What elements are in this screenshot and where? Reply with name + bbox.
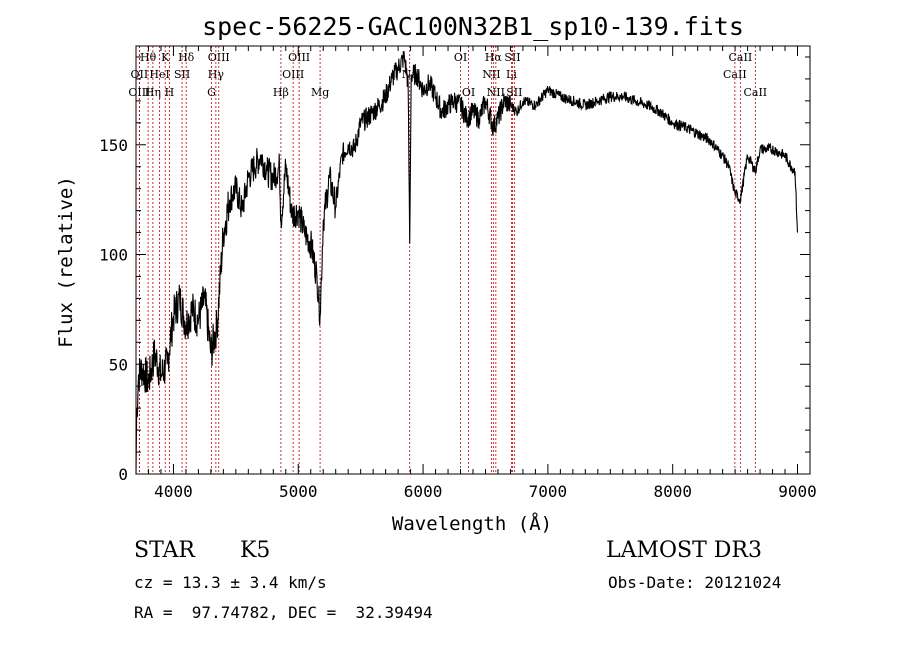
coordinates: RA = 97.74782, DEC = 32.39494 <box>134 603 433 622</box>
spectrum-line <box>135 51 799 475</box>
spectral-line-label: OI <box>462 86 475 99</box>
x-axis-label: Wavelength (Å) <box>392 512 552 535</box>
spectral-line-label: SII <box>506 86 522 99</box>
spectral-line-label: SII <box>504 51 520 64</box>
x-tick-label: 4000 <box>154 482 193 501</box>
survey-name: LAMOST DR3 <box>606 538 762 563</box>
spectral-line-label: CaII <box>729 51 753 64</box>
x-tick-label: 6000 <box>404 482 443 501</box>
redshift-readout: cz = 13.3 ± 3.4 km/s <box>134 573 327 592</box>
spectral-line-label: OIII <box>288 51 310 64</box>
spectral-line-label: Hα <box>485 51 503 64</box>
object-subclass: K5 <box>240 538 271 563</box>
y-tick-label: 50 <box>109 355 128 374</box>
x-tick-label: 7000 <box>529 482 568 501</box>
spectral-line-label: Hγ <box>208 68 225 81</box>
spectral-line-label: Hθ <box>140 51 157 64</box>
y-tick-label: 100 <box>99 246 128 265</box>
object-class: STAR <box>134 538 195 563</box>
spectral-line-label: Hδ <box>178 51 195 64</box>
spectral-line-label: NII <box>487 86 505 99</box>
x-tick-label: 9000 <box>778 482 817 501</box>
spectral-line-label: H <box>165 86 175 99</box>
spectral-line-label: K <box>161 51 170 64</box>
spectral-line-label: HeI <box>149 68 169 81</box>
y-tick-label: 150 <box>99 136 128 155</box>
obs-date: Obs-Date: 20121024 <box>608 573 782 592</box>
spectral-line-label: OIII <box>128 86 150 99</box>
y-axis-label: Flux (relative) <box>55 176 77 348</box>
spectral-line-label: Hβ <box>273 86 289 99</box>
spectral-line-label: OII <box>131 68 149 81</box>
spectral-line-label: Mg <box>311 86 329 99</box>
spectral-line-label: NII <box>482 68 500 81</box>
spectral-line-label: OIII <box>208 51 230 64</box>
chart-title: spec-56225-GAC100N32B1_sp10-139.fits <box>202 12 744 41</box>
x-tick-label: 5000 <box>279 482 318 501</box>
spectral-line-label: CaII <box>743 86 767 99</box>
x-tick-label: 8000 <box>653 482 692 501</box>
spectral-line-label: G <box>207 86 216 99</box>
spectral-line-label: SII <box>174 68 190 81</box>
y-tick-label: 0 <box>118 465 128 484</box>
spectral-line-label: CaII <box>723 68 747 81</box>
spectral-line-label: Hη <box>145 86 161 99</box>
spectral-line-label: OI <box>454 51 467 64</box>
spectral-line-label: OIII <box>282 68 304 81</box>
spectral-line-label: Li <box>506 68 517 81</box>
